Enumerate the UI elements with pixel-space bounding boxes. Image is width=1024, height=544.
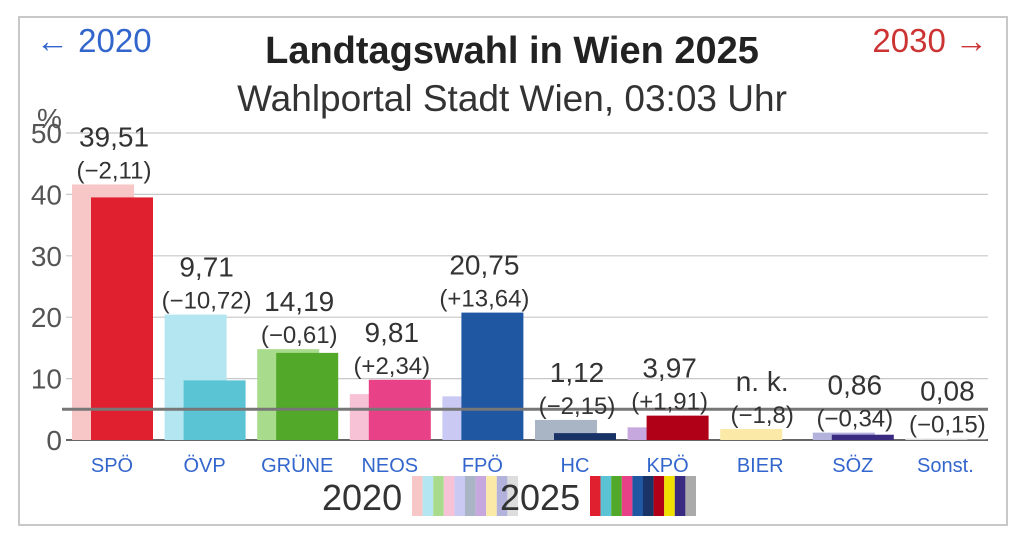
- bar-2025-0: [91, 197, 153, 440]
- bar-2025-6: [646, 415, 709, 440]
- bar-2025-2: [276, 352, 339, 440]
- category-label: FPÖ: [462, 455, 503, 477]
- legend-swatch-2020: [433, 476, 444, 516]
- legend-swatch-2020: [422, 476, 434, 516]
- change-label: (+2,34): [353, 353, 430, 380]
- legend-label-2025: 2025: [500, 477, 580, 518]
- category-label: GRÜNE: [261, 455, 333, 477]
- legend-swatch-2025: [653, 476, 665, 516]
- legend-swatch-2025: [674, 476, 686, 516]
- value-label: 9,81: [365, 317, 420, 348]
- y-tick-label: 40: [31, 179, 62, 210]
- legend-swatch-2020: [443, 476, 455, 516]
- value-label: 39,51: [79, 121, 149, 152]
- category-label: NEOS: [361, 455, 418, 477]
- legend-swatch-2025: [621, 476, 633, 516]
- legend-swatch-2025: [600, 476, 612, 516]
- value-label: 0,08: [920, 376, 975, 407]
- y-tick-label: 20: [31, 302, 62, 333]
- value-label: 9,71: [179, 252, 234, 283]
- legend-swatch-2025: [685, 476, 696, 516]
- legend-swatch-2020: [454, 476, 465, 516]
- category-label: HC: [561, 455, 590, 477]
- change-label: (+1,91): [631, 389, 708, 416]
- legend-swatch-2020: [507, 476, 518, 516]
- legend-swatch-2025: [611, 476, 622, 516]
- category-label: SPÖ: [91, 455, 133, 477]
- bar-2025-5: [554, 433, 616, 440]
- change-label: (−0,61): [261, 322, 338, 349]
- change-label: (+13,64): [439, 286, 529, 313]
- y-tick-label: 30: [31, 241, 62, 272]
- legend-swatch-2025: [590, 476, 601, 516]
- nav-prev-link[interactable]: ← 2020: [36, 22, 152, 59]
- chart-subtitle: Wahlportal Stadt Wien, 03:03 Uhr: [237, 78, 787, 119]
- bar-2020-7: [720, 428, 783, 440]
- value-label: 0,86: [828, 370, 883, 401]
- value-label: 1,12: [550, 357, 605, 388]
- legend-swatch-2020: [465, 476, 476, 516]
- change-label: (−2,11): [77, 157, 152, 184]
- legend-swatch-2025: [664, 476, 675, 516]
- change-label: (−0,34): [816, 406, 893, 433]
- value-label: 3,97: [642, 353, 697, 384]
- value-label: 20,75: [449, 250, 519, 281]
- bar-2020-9: [905, 438, 968, 440]
- change-label: (−2,15): [539, 393, 616, 420]
- bar-2025-4: [461, 312, 524, 440]
- category-label: ÖVP: [183, 455, 225, 477]
- legend-swatch-2025: [643, 476, 654, 516]
- category-label: KPÖ: [646, 455, 688, 477]
- legend-swatch-2020: [475, 476, 487, 516]
- value-label: 14,19: [264, 286, 334, 317]
- chart-title: Landtagswahl in Wien 2025: [265, 30, 759, 72]
- legend-swatch-2025: [632, 476, 643, 516]
- value-label: n. k.: [736, 366, 789, 397]
- category-label: BIER: [737, 455, 784, 477]
- legend-swatch-2020: [412, 476, 423, 516]
- change-label: (−0,15): [909, 412, 986, 439]
- bar-2025-8: [831, 434, 894, 440]
- category-label: SÖZ: [832, 455, 873, 477]
- y-axis-unit: %: [37, 103, 62, 134]
- y-tick-label: 0: [46, 425, 62, 456]
- legend-label-2020: 2020: [322, 477, 402, 518]
- nav-next-link[interactable]: 2030 →: [872, 22, 988, 59]
- category-label: Sonst.: [917, 455, 974, 477]
- y-tick-label: 50: [31, 118, 62, 149]
- legend-swatch-2020: [496, 476, 508, 516]
- change-label: (−1,8): [731, 402, 794, 429]
- legend-swatch-2020: [486, 476, 497, 516]
- y-tick-label: 10: [31, 364, 62, 395]
- change-label: (−10,72): [162, 288, 252, 315]
